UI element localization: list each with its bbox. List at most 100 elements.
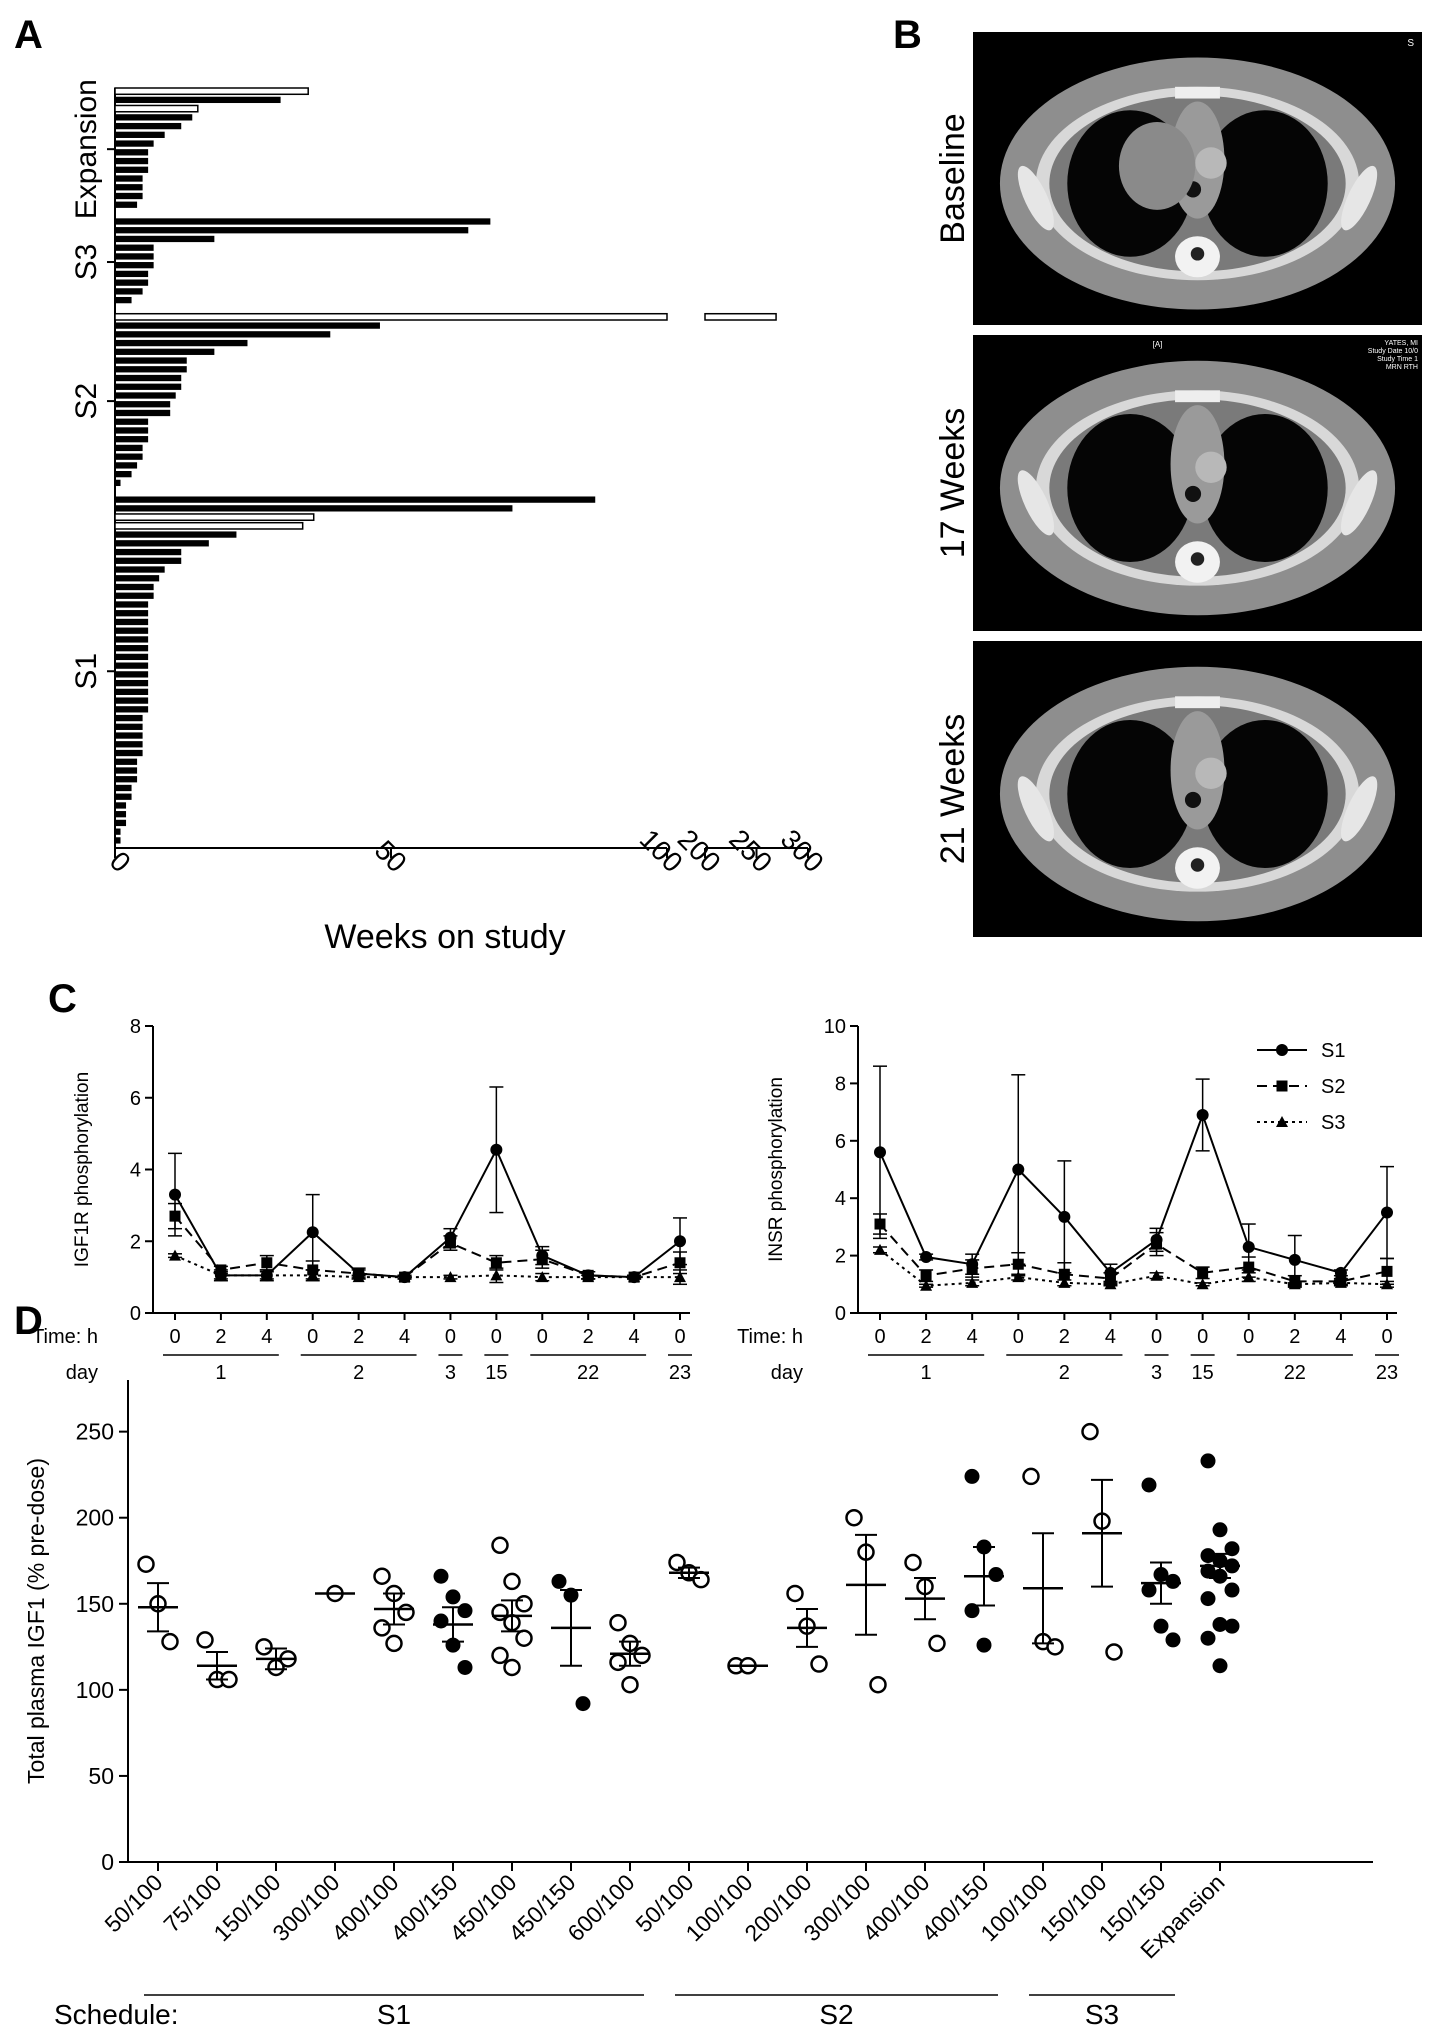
swimmer-bar-s1 — [115, 523, 303, 529]
swimmer-bar-s1 — [115, 514, 314, 520]
swimmer-bar-s2 — [115, 392, 176, 398]
data-point-filled — [434, 1569, 449, 1584]
y-axis-title-c: INSR phosphorylation — [766, 1077, 787, 1262]
swimmer-bar-s1 — [115, 767, 137, 773]
legend-marker-s1 — [1276, 1044, 1288, 1056]
swimmer-bar-s2 — [115, 314, 667, 320]
swimmer-bar-s1 — [115, 540, 209, 546]
data-point-filled — [1213, 1658, 1228, 1673]
data-point-s1 — [1012, 1164, 1024, 1176]
day-label: 2 — [1059, 1362, 1070, 1384]
y-tick-label-d: 100 — [76, 1677, 114, 1703]
swimmer-bar-s2 — [115, 375, 181, 381]
series-line-s3 — [175, 1256, 680, 1278]
data-point-open — [1107, 1644, 1122, 1659]
panel-c-igf1r-chart: 02468IGF1R phosphorylation0 2 4 0 2 4 0 0 0 2 4 0Ti… — [32, 1016, 692, 1384]
swimmer-bar-s1 — [115, 558, 181, 564]
time-tick-label: 0 — [1381, 1326, 1392, 1348]
swimmer-bar-s1 — [115, 531, 236, 537]
swimmer-bar-s1 — [115, 732, 143, 738]
data-point-filled — [1166, 1632, 1181, 1647]
swimmer-bar-s2-break — [705, 314, 776, 320]
ct-timepoint-label: Baseline — [934, 113, 972, 243]
y-tick-label-d: 50 — [88, 1763, 114, 1789]
schedule-group-label: S2 — [819, 1999, 853, 2029]
swimmer-bar-s2 — [115, 454, 143, 460]
swimmer-bar-s1 — [115, 802, 126, 808]
data-point-s2 — [967, 1263, 978, 1274]
series-line-s1 — [880, 1115, 1387, 1273]
ct-overlay-text: [A] — [1153, 340, 1163, 349]
time-tick-label: 0 — [307, 1326, 318, 1348]
group-label-expansion: Expansion — [70, 79, 103, 219]
swimmer-bar-s3 — [115, 218, 490, 224]
data-point-open — [163, 1634, 178, 1649]
day-label: 15 — [485, 1362, 507, 1384]
y-tick-label-d: 0 — [101, 1849, 114, 1875]
series-line-s2 — [880, 1224, 1387, 1281]
data-point-s1 — [1289, 1254, 1301, 1266]
swimmer-bar-s3 — [115, 245, 154, 251]
swimmer-bar-s1 — [115, 645, 148, 651]
data-point-open — [906, 1555, 921, 1570]
swimmer-bar-s2 — [115, 436, 148, 442]
data-point-open — [198, 1632, 213, 1647]
data-point-open — [788, 1586, 803, 1601]
data-point-s1 — [307, 1226, 319, 1238]
swimmer-bar-s2 — [115, 410, 170, 416]
data-point-open — [375, 1620, 390, 1635]
swimmer-bar-s3 — [115, 280, 148, 286]
data-point-filled — [434, 1614, 449, 1629]
y-tick-label-c: 0 — [835, 1303, 846, 1325]
day-label: 2 — [353, 1362, 364, 1384]
data-point-filled — [1142, 1478, 1157, 1493]
data-point-s2 — [445, 1238, 456, 1249]
swimmer-bar-expansion — [115, 88, 308, 94]
data-point-s2 — [1382, 1266, 1393, 1277]
time-tick-label: 4 — [261, 1326, 272, 1348]
swimmer-bar-s1 — [115, 671, 148, 677]
swimmer-bar-s1 — [115, 829, 121, 835]
ct-tumor-mass-icon — [1119, 122, 1195, 210]
y-axis-title-d: Total plasma IGF1 (% pre-dose) — [23, 1458, 49, 1784]
swimmer-bar-expansion — [115, 193, 143, 199]
time-tick-label: 2 — [215, 1326, 226, 1348]
data-point-filled — [1166, 1574, 1181, 1589]
swimmer-bar-s1 — [115, 549, 181, 555]
data-point-open — [517, 1631, 532, 1646]
data-point-s1 — [1197, 1109, 1209, 1121]
swimmer-bar-s1 — [115, 794, 132, 800]
y-tick-label-c: 10 — [824, 1016, 846, 1038]
swimmer-bar-s2 — [115, 471, 132, 477]
time-tick-label: 4 — [629, 1326, 640, 1348]
ct-sternum-icon — [1175, 390, 1220, 402]
swimmer-bar-s1 — [115, 593, 154, 599]
day-label: 1 — [215, 1362, 226, 1384]
time-tick-label: 4 — [967, 1326, 978, 1348]
data-point-open — [623, 1677, 638, 1692]
time-tick-label: 2 — [583, 1326, 594, 1348]
data-point-open — [387, 1636, 402, 1651]
swimmer-bar-s1 — [115, 654, 148, 660]
time-tick-label: 0 — [874, 1326, 885, 1348]
swimmer-bar-s3 — [115, 236, 214, 242]
swimmer-bar-s1 — [115, 689, 148, 695]
data-point-s2 — [1151, 1239, 1162, 1250]
x-tick-label-a-break: 300 — [775, 823, 830, 878]
data-point-s3 — [874, 1244, 886, 1255]
swimmer-bar-s1 — [115, 575, 159, 581]
data-point-s1 — [490, 1144, 502, 1156]
swimmer-bar-s3 — [115, 253, 154, 259]
data-point-s2 — [537, 1254, 548, 1265]
swimmer-bar-s2 — [115, 322, 380, 328]
schedule-group-label: S3 — [1085, 1999, 1119, 2029]
time-tick-label: 0 — [674, 1326, 685, 1348]
data-point-filled — [458, 1660, 473, 1675]
data-point-s2 — [1197, 1267, 1208, 1278]
swimmer-bar-s2 — [115, 462, 137, 468]
panel-b-ct-scans: SBaseline[A] YATES, MIStudy Date 10/0Stud… — [934, 32, 1422, 937]
data-point-s2 — [675, 1257, 686, 1268]
time-tick-label: 2 — [921, 1326, 932, 1348]
y-tick-label-c: 8 — [130, 1016, 141, 1038]
legend-label-s1: S1 — [1321, 1040, 1345, 1062]
